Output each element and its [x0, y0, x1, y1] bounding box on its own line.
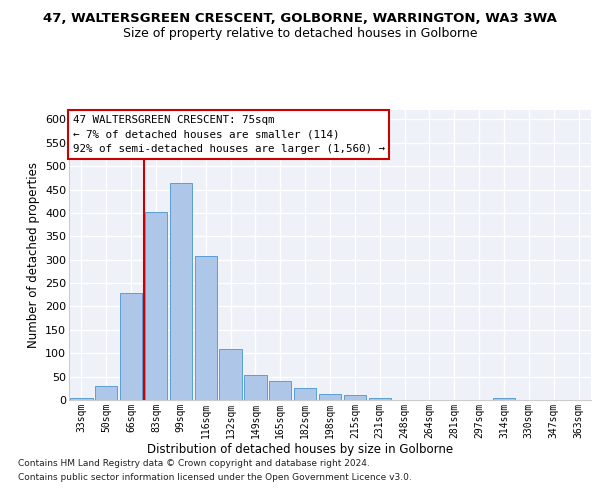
Text: 47, WALTERSGREEN CRESCENT, GOLBORNE, WARRINGTON, WA3 3WA: 47, WALTERSGREEN CRESCENT, GOLBORNE, WAR… [43, 12, 557, 26]
Bar [194, 256, 217, 400]
Bar [344, 395, 366, 400]
Bar [294, 388, 316, 400]
Bar [120, 294, 142, 400]
Text: Contains HM Land Registry data © Crown copyright and database right 2024.: Contains HM Land Registry data © Crown c… [18, 458, 370, 468]
Bar [170, 184, 192, 400]
Bar [145, 212, 167, 400]
Bar [70, 398, 92, 400]
Text: 47 WALTERSGREEN CRESCENT: 75sqm
← 7% of detached houses are smaller (114)
92% of: 47 WALTERSGREEN CRESCENT: 75sqm ← 7% of … [73, 114, 385, 154]
Text: Contains public sector information licensed under the Open Government Licence v3: Contains public sector information licen… [18, 474, 412, 482]
Bar [493, 398, 515, 400]
Bar [319, 394, 341, 400]
Bar [220, 348, 242, 400]
Bar [244, 375, 266, 400]
Y-axis label: Number of detached properties: Number of detached properties [26, 162, 40, 348]
Bar [368, 398, 391, 400]
Bar [95, 386, 118, 400]
Text: Size of property relative to detached houses in Golborne: Size of property relative to detached ho… [123, 28, 477, 40]
Text: Distribution of detached houses by size in Golborne: Distribution of detached houses by size … [147, 442, 453, 456]
Bar [269, 382, 292, 400]
